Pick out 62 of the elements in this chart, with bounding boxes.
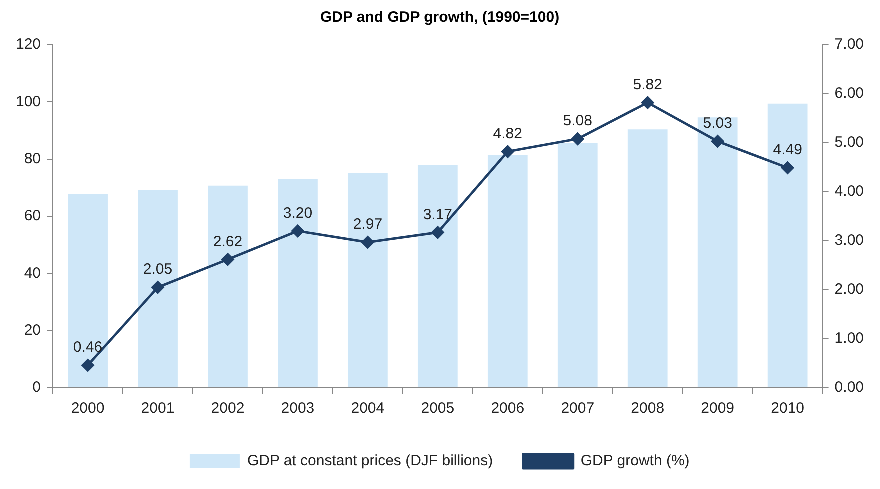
y-tick-label: 20	[24, 322, 42, 339]
data-label: 2.62	[213, 233, 243, 250]
x-tick-label: 2007	[561, 400, 595, 418]
bar	[348, 173, 388, 388]
point	[782, 162, 794, 174]
data-label: 3.17	[423, 206, 453, 224]
data-label: 0.46	[73, 339, 103, 356]
data-label: 5.82	[633, 76, 662, 94]
y-tick-label: 80	[24, 150, 42, 168]
bar	[418, 165, 458, 388]
y2-tick-label: 3.00	[834, 232, 864, 250]
x-tick-label: 2004	[351, 400, 385, 418]
x-tick-label: 2005	[421, 400, 455, 418]
data-label: 5.08	[563, 112, 592, 130]
data-label: 3.20	[283, 204, 313, 222]
data-label: 5.03	[703, 115, 732, 132]
point	[712, 135, 724, 148]
x-tick-label: 2008	[631, 400, 665, 418]
x-tick-label: 2006	[491, 400, 525, 418]
x-tick-label: 2002	[211, 400, 245, 418]
data-label: 2.97	[353, 216, 383, 234]
y2-tick-label: 2.00	[834, 281, 864, 298]
legend-label: GDP at constant prices (DJF billions)	[247, 452, 494, 470]
bar	[488, 155, 528, 388]
bar	[698, 118, 738, 388]
point	[152, 281, 164, 294]
point	[222, 253, 234, 266]
point	[642, 96, 654, 110]
data-label: 4.82	[493, 125, 522, 142]
x-tick-label: 2010	[771, 400, 805, 418]
data-label: 4.49	[773, 142, 802, 159]
x-tick-label: 2009	[701, 400, 735, 418]
bar	[68, 194, 108, 388]
bar	[138, 190, 178, 388]
y2-tick-label: 4.00	[834, 183, 864, 200]
y2-tick-label: 7.00	[834, 36, 864, 54]
x-tick-label: 2000	[71, 400, 105, 418]
point	[82, 359, 94, 372]
y-tick-label: 100	[16, 93, 42, 110]
x-tick-label: 2001	[141, 400, 175, 418]
point	[502, 146, 514, 158]
y-tick-label: 40	[24, 264, 42, 282]
bar	[278, 179, 318, 388]
bar	[208, 186, 248, 388]
x-tick-label: 2003	[281, 400, 315, 418]
point	[362, 236, 374, 249]
y2-tick-label: 1.00	[834, 330, 864, 348]
chart-title: GDP and GDP growth, (1990=100)	[320, 9, 560, 26]
bar	[558, 143, 598, 388]
bar	[628, 130, 668, 388]
y-tick-label: 0	[32, 379, 42, 396]
y-tick-label: 120	[16, 36, 42, 54]
y2-tick-label: 5.00	[834, 134, 864, 152]
data-label: 2.05	[143, 261, 173, 278]
point	[432, 226, 444, 239]
bar	[768, 104, 808, 388]
point	[572, 132, 584, 146]
y-tick-label: 60	[24, 208, 42, 225]
point	[292, 224, 304, 238]
y2-tick-label: 0.00	[834, 379, 864, 396]
legend-label: GDP growth (%)	[580, 452, 690, 470]
y2-tick-label: 6.00	[834, 85, 864, 102]
